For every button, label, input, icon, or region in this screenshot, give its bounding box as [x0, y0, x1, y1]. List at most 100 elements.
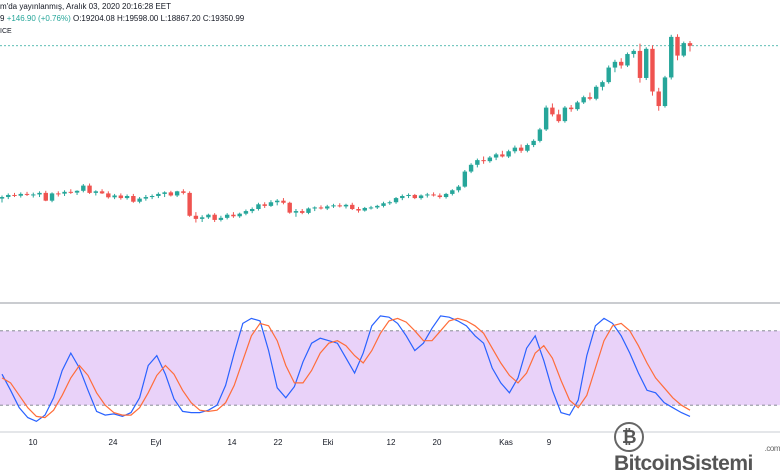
candle-body [406, 194, 411, 196]
candle-body [425, 194, 430, 196]
candle-body [112, 195, 117, 198]
candle-body [131, 196, 136, 202]
candle-body [593, 86, 599, 99]
candle-body [18, 193, 23, 196]
candle-body [537, 129, 543, 141]
candle-body [381, 203, 386, 206]
candle-body [387, 202, 392, 204]
candle-body [0, 197, 5, 199]
candle-body [31, 194, 36, 196]
candle-body [43, 192, 48, 201]
candle-body [218, 217, 224, 220]
candle-body [450, 190, 455, 194]
candle-body [231, 214, 236, 217]
candle-body [550, 107, 555, 115]
candle-body [106, 193, 111, 198]
candle-body [518, 147, 524, 151]
candle-body [650, 48, 655, 92]
candle-body [162, 192, 167, 194]
candle-body [637, 50, 643, 78]
candle-body [249, 209, 255, 212]
candle-body [275, 200, 280, 203]
x-tick-label: 12 [387, 438, 396, 447]
price-pane [0, 34, 780, 223]
candle-body [681, 43, 686, 56]
x-tick-label: Eyl [150, 438, 161, 447]
candle-body [656, 91, 661, 107]
candle-body [118, 195, 124, 199]
candle-body [68, 191, 73, 193]
candle-body [343, 204, 349, 207]
oscillator-line-d [1, 317, 691, 419]
candle-body [662, 77, 668, 107]
chart-header-line2: 9 +146.90 (+0.76%) O:19204.08 H:19598.00… [0, 14, 244, 23]
candle-body [325, 206, 330, 209]
candle-body [462, 171, 468, 187]
candle-body [500, 154, 505, 157]
candle-body [168, 192, 174, 196]
x-tick-label: 10 [29, 438, 38, 447]
candle-body [199, 217, 205, 219]
candle-body [437, 195, 443, 198]
candle-body [149, 196, 155, 198]
x-tick-label: Eki [322, 438, 333, 447]
candle-body [287, 202, 292, 213]
x-tick-label: 14 [228, 438, 237, 447]
chart-header-line3: ICE [0, 28, 12, 35]
candle-body [443, 193, 449, 198]
candle-body [312, 207, 317, 209]
candle-body [143, 197, 149, 199]
candle-body [493, 154, 499, 158]
candle-body [531, 140, 536, 146]
candle-body [625, 54, 630, 66]
candle-body [556, 114, 561, 122]
candle-body [575, 102, 580, 110]
candle-body [318, 207, 324, 209]
candle-body [487, 157, 493, 162]
candle-body [337, 205, 342, 207]
candle-body [74, 190, 80, 193]
overbought-oversold-band [0, 330, 780, 406]
candle-body [525, 145, 530, 151]
x-tick-label: 9 [547, 438, 552, 447]
candle-body [581, 97, 586, 103]
candle-body [400, 196, 405, 199]
candle-body [512, 147, 518, 152]
candle-body [156, 193, 161, 196]
chart-header-line1: m'da yayınlanmış, Aralık 03, 2020 20:16:… [0, 2, 171, 11]
candle-body [543, 107, 549, 130]
candle-body [481, 160, 486, 162]
candle-body [124, 196, 130, 199]
candle-body [619, 61, 624, 66]
candle-body [181, 191, 186, 193]
candle-body [606, 67, 611, 83]
candle-body [206, 214, 211, 218]
candle-body [243, 211, 249, 214]
brand-name: BitcoinSistemi [614, 452, 753, 475]
candle-body [37, 192, 42, 195]
candle-body [137, 198, 142, 202]
candle-body [256, 204, 261, 209]
candle-body [587, 97, 593, 99]
x-tick-label: Kas [499, 438, 513, 447]
candle-body [293, 211, 299, 213]
candle-body [262, 204, 267, 206]
candle-body [568, 107, 574, 110]
x-tick-label: 24 [109, 438, 118, 447]
brand-domain: .com [764, 444, 780, 453]
candle-body [268, 202, 274, 206]
candle-body [375, 205, 380, 208]
candle-body [24, 193, 30, 195]
candle-body [456, 186, 461, 191]
candle-body [193, 215, 199, 219]
candle-body [56, 193, 61, 195]
x-axis: 10 24 Eyl 14 22 Eki 12 20 Kas 9 [29, 438, 552, 447]
candle-body [600, 82, 605, 87]
candle-body [331, 205, 336, 207]
candle-body [300, 211, 305, 213]
candle-body [506, 151, 511, 157]
candle-body [62, 191, 67, 194]
candle-body [612, 61, 618, 68]
candle-body [281, 200, 286, 203]
